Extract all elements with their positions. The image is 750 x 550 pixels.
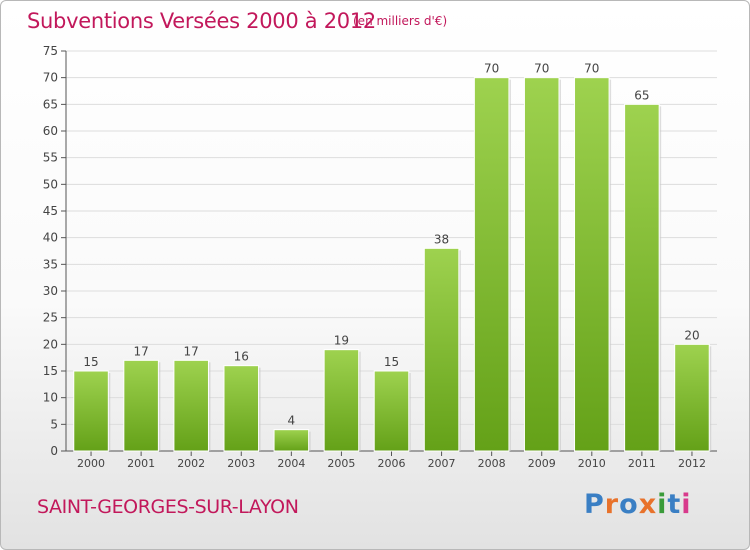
x-tick-label: 2000 <box>77 457 105 470</box>
y-tick-label: 35 <box>43 257 58 271</box>
chart-subtitle: (en milliers d'€) <box>353 14 448 28</box>
bar <box>323 349 360 452</box>
y-tick-label: 60 <box>43 124 58 138</box>
bar-value-label: 70 <box>534 62 549 76</box>
bar <box>273 429 310 452</box>
bar <box>423 247 460 452</box>
bar-value-label: 15 <box>83 355 98 369</box>
bar-value-label: 16 <box>234 350 249 364</box>
bar-value-label: 4 <box>288 414 296 428</box>
x-tick-label: 2007 <box>428 457 456 470</box>
x-tick-label: 2003 <box>227 457 255 470</box>
x-tick-label: 2002 <box>177 457 205 470</box>
logo-letter: t <box>667 489 682 520</box>
bar <box>473 77 510 452</box>
y-tick-label: 65 <box>43 97 58 111</box>
labels: 0 5 10 15 20 25 30 35 40 45 50 55 60 65 70 75 15 2000 17 20… <box>43 44 706 470</box>
bar <box>373 370 410 452</box>
y-tick-label: 30 <box>43 284 58 298</box>
x-tick-label: 2005 <box>327 457 355 470</box>
bar <box>674 343 710 452</box>
bar <box>173 359 209 452</box>
y-tick-label: 55 <box>43 151 58 165</box>
chart-title: Subventions Versées 2000 à 2012 <box>27 9 376 33</box>
bar <box>624 103 660 452</box>
x-tick-label: 2008 <box>478 457 506 470</box>
y-tick-label: 75 <box>43 44 58 58</box>
bar-value-label: 17 <box>133 344 148 358</box>
bars <box>73 77 712 452</box>
y-tick-label: 70 <box>43 71 58 85</box>
bar-value-label: 19 <box>334 334 349 348</box>
bar <box>523 77 560 452</box>
bar-value-label: 70 <box>484 62 499 76</box>
logo-letter: x <box>638 489 658 520</box>
logo-letter: P <box>584 489 605 520</box>
bar-value-label: 15 <box>384 355 399 369</box>
bar <box>223 365 260 452</box>
bar <box>574 77 610 452</box>
logo-letter: o <box>619 489 639 520</box>
bar-value-label: 65 <box>634 88 649 102</box>
y-tick-label: 5 <box>50 417 58 431</box>
bar-value-label: 70 <box>584 62 599 76</box>
y-tick-label: 0 <box>50 444 58 458</box>
y-tick-label: 25 <box>43 311 58 325</box>
logo-letter: r <box>604 489 620 520</box>
x-tick-label: 2011 <box>628 457 656 470</box>
x-tick-label: 2006 <box>378 457 406 470</box>
x-tick-label: 2010 <box>578 457 606 470</box>
y-tick-label: 40 <box>43 231 58 245</box>
logo-letter: i <box>681 489 692 520</box>
x-tick-label: 2001 <box>127 457 155 470</box>
y-tick-label: 10 <box>43 391 58 405</box>
bar-value-label: 17 <box>184 344 199 358</box>
bar-value-label: 20 <box>684 328 699 342</box>
place-name: SAINT-GEORGES-SUR-LAYON <box>37 496 299 518</box>
bar <box>123 359 159 452</box>
bar <box>73 370 109 452</box>
proxiti-logo: Proxiti <box>584 489 692 520</box>
x-tick-label: 2004 <box>277 457 305 470</box>
y-tick-label: 45 <box>43 204 58 218</box>
bar-value-label: 38 <box>434 232 449 246</box>
y-tick-label: 50 <box>43 177 58 191</box>
y-tick-label: 15 <box>43 364 58 378</box>
y-tick-label: 20 <box>43 337 58 351</box>
x-tick-label: 2012 <box>678 457 706 470</box>
x-tick-label: 2009 <box>528 457 556 470</box>
logo-letter: i <box>657 489 668 520</box>
